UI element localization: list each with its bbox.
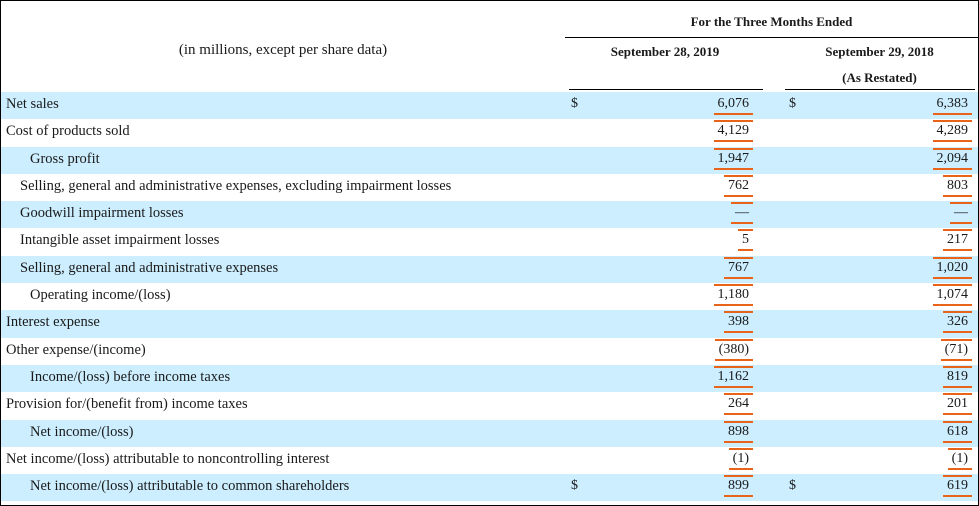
- value-2018: 201: [943, 393, 972, 416]
- value-2019: —: [731, 202, 753, 225]
- column-header-2018: September 29, 2018: [825, 44, 934, 59]
- currency-symbol: $: [789, 96, 796, 111]
- units-note: (in millions, except per share data): [178, 42, 388, 58]
- value-2019: (1): [728, 447, 754, 470]
- table-row: Net income/(loss) 898 618: [1, 419, 978, 447]
- value-2018: 6,383: [932, 96, 972, 115]
- row-label: Net income/(loss): [30, 423, 134, 440]
- row-label: Gross profit: [30, 150, 100, 167]
- currency-symbol: $: [571, 96, 578, 111]
- column-header-2019: September 28, 2019: [610, 44, 720, 59]
- table-row: Goodwill impairment losses — —: [1, 201, 978, 229]
- table-row: Gross profit 1,947 2,094: [1, 146, 978, 174]
- value-2019: 4,129: [713, 120, 753, 143]
- value-2018: —: [950, 202, 972, 225]
- row-label: Net sales: [6, 96, 59, 112]
- table-row: Provision for/(benefit from) income taxe…: [1, 392, 978, 419]
- currency-symbol: $: [789, 478, 796, 494]
- table-row: Selling, general and administrative expe…: [1, 174, 978, 201]
- row-label: Other expense/(income): [6, 341, 146, 358]
- value-2018: 4,289: [932, 120, 972, 143]
- table-row: Net sales $ $6,076 6,383: [1, 92, 978, 120]
- value-2018: (1): [947, 447, 973, 470]
- table-row: Interest expense 398 326: [1, 310, 978, 338]
- value-2018: 2,094: [932, 147, 972, 170]
- row-label: Provision for/(benefit from) income taxe…: [6, 396, 248, 413]
- value-2018: 819: [943, 365, 972, 388]
- value-2018: 217: [943, 229, 972, 252]
- value-2018: 1,020: [932, 256, 972, 279]
- table-row: Operating income/(loss) 1,180 1,074: [1, 283, 978, 310]
- value-2019: 6,076: [713, 96, 753, 115]
- row-label: Income/(loss) before income taxes: [30, 368, 231, 385]
- row-label: Interest expense: [6, 314, 100, 331]
- value-2018: (71): [940, 338, 973, 361]
- row-label: Goodwill impairment losses: [20, 205, 184, 222]
- period-title: For the Three Months Ended: [690, 14, 853, 29]
- value-2018: 618: [943, 420, 972, 443]
- value-2019: 5: [738, 229, 753, 252]
- value-2019: 767: [724, 256, 753, 279]
- value-2018: 1,074: [932, 284, 972, 307]
- value-2019: 898: [724, 420, 753, 443]
- value-2019: (380): [714, 338, 754, 361]
- row-label: Operating income/(loss): [30, 287, 171, 304]
- table-row: Other expense/(income) (380) (71): [1, 338, 978, 365]
- value-2019: 398: [724, 311, 753, 334]
- currency-symbol: $: [571, 478, 578, 494]
- column-header-rule-2018: [785, 89, 975, 90]
- column-subheader-restated: (As Restated): [842, 70, 917, 85]
- row-label: Selling, general and administrative expe…: [20, 177, 452, 194]
- row-label: Net income/(loss) attributable to noncon…: [6, 450, 330, 467]
- table-row: Selling, general and administrative expe…: [1, 255, 978, 284]
- value-2019: 899: [724, 475, 753, 498]
- value-2019: 1,947: [713, 147, 753, 170]
- row-label: Cost of products sold: [6, 123, 130, 140]
- table-row: Net income/(loss) attributable to common…: [1, 474, 978, 502]
- value-2019: 762: [724, 174, 753, 197]
- value-2019: 264: [724, 393, 753, 416]
- column-header-rule-2019: [569, 89, 763, 90]
- table-row: Net income/(loss) attributable to noncon…: [1, 447, 978, 474]
- value-2019: 1,162: [713, 365, 753, 388]
- row-label: Selling, general and administrative expe…: [20, 259, 279, 276]
- value-2018: 326: [943, 311, 972, 334]
- row-label: Intangible asset impairment losses: [20, 232, 220, 249]
- table-body: Net sales $ $6,076 6,383 Cost of products so…: [1, 92, 978, 502]
- period-title-rule: [565, 37, 978, 38]
- value-2018: 619: [943, 475, 972, 498]
- table-row: Cost of products sold 4,129 4,289: [1, 119, 978, 146]
- table-row: Intangible asset impairment losses 5 217: [1, 228, 978, 255]
- value-2018: 803: [943, 174, 972, 197]
- row-label: Net income/(loss) attributable to common…: [30, 478, 350, 495]
- table-row: Income/(loss) before income taxes 1,162 81…: [1, 364, 978, 393]
- value-2019: 1,180: [713, 284, 753, 307]
